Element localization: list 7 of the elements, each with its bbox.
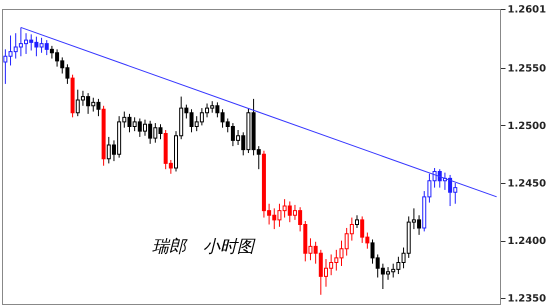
y-tick-label: 1.2450 (508, 178, 546, 190)
y-tick-label: 1.2500 (508, 120, 546, 132)
y-tick-label: 1.2601 (508, 4, 546, 16)
y-tick-label: 1.2400 (508, 236, 546, 248)
annotation: 瑞郎 小时图 (152, 237, 256, 257)
y-tick-label: 1.2550 (508, 63, 546, 74)
y-tick-label: 1.2350 (508, 294, 546, 305)
